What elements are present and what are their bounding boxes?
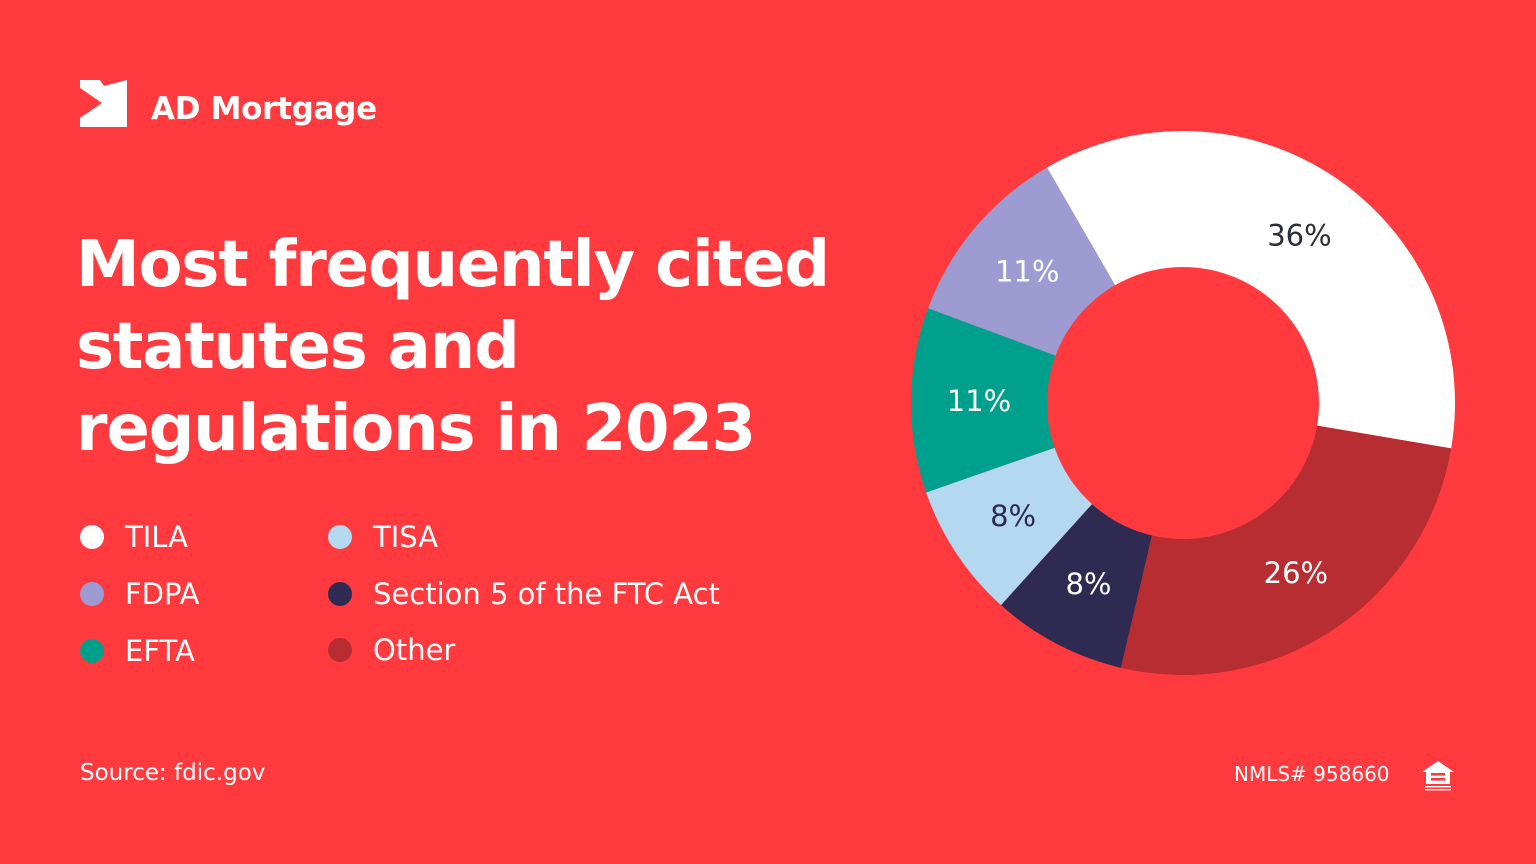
data-label-tisa: 8% [990,499,1036,533]
source-note: Source: fdic.gov [80,760,266,786]
legend-dot-ftc-act [328,582,352,606]
data-label-section-5-of-the-ftc-act: 8% [1065,567,1111,601]
legend-label-ftc-act: Section 5 of the FTC Act [373,577,720,611]
legend-dot-fdpa [80,582,104,606]
legend-dot-tila [80,525,104,549]
legend-label-tila: TILA [125,520,188,554]
brand-name: AD Mortgage [151,90,377,127]
slice-efta [911,308,1056,493]
legend-dot-other [328,638,352,662]
data-label-fdpa: 11% [995,254,1059,288]
legend-item-efta: EFTA [80,634,195,668]
data-label-other: 26% [1264,556,1328,590]
legend-label-efta: EFTA [125,634,195,668]
legend-label-other: Other [373,633,456,667]
slice-tila [1047,131,1455,449]
slice-section-5-of-the-ftc-act [1000,504,1152,668]
slice-other [1120,425,1452,676]
legend-item-other: Other [328,633,455,667]
legend-dot-tisa [328,525,352,549]
data-label-efta: 11% [947,384,1011,418]
legend-dot-efta [80,639,104,663]
nmls-number: NMLS# 958660 [1234,762,1390,786]
slice-fdpa [928,167,1115,356]
chart-legend: TILA TISA FDPA Section 5 of the FTC Act … [80,516,820,686]
legend-label-tisa: TISA [373,520,439,554]
ad-mortgage-logo-icon [80,80,127,127]
legend-item-fdpa: FDPA [80,577,199,611]
legend-label-fdpa: FDPA [125,577,200,611]
legend-item-tisa: TISA [328,520,438,554]
legend-item-ftc-act: Section 5 of the FTC Act [328,577,720,611]
brand: AD Mortgage [80,80,377,127]
data-label-tila: 36% [1267,218,1331,252]
equal-housing-opportunity-icon [1422,761,1454,791]
legend-item-tila: TILA [80,520,188,554]
page-title: Most frequently cited statutes and regul… [76,228,830,466]
slice-tisa [926,447,1092,606]
donut-chart: 36% 26% 8% 8% 11% 11% [911,131,1455,676]
